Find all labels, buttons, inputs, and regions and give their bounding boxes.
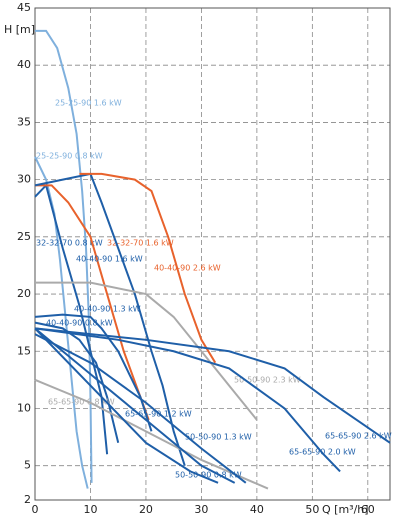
x-tick-label: 20 xyxy=(139,503,153,516)
x-tick-label: 30 xyxy=(194,503,208,516)
y-tick-label: 20 xyxy=(17,287,31,300)
pump-curve xyxy=(34,333,247,484)
curve-label: 32-32-70 0.8 kW xyxy=(36,239,103,248)
pump-curve xyxy=(34,313,153,432)
pump-curve xyxy=(34,327,236,484)
curve-label: 25-25-90 0.8 kW xyxy=(36,152,103,161)
curve-label: 40-40-90 0.8 kW xyxy=(46,319,113,328)
curve-label: 25-25-90 1.6 kW xyxy=(55,99,122,108)
curve-label: 65-65-90 2.0 kW xyxy=(289,448,356,457)
y-tick-label: 45 xyxy=(17,1,31,14)
y-axis-label: H [m] xyxy=(4,23,35,36)
y-tick-label: 2 xyxy=(24,493,31,506)
curve-label: 40-40-90 1.6 kW xyxy=(76,255,143,264)
x-tick-label: 0 xyxy=(32,503,39,516)
y-tick-label: 40 xyxy=(17,58,31,71)
y-tick-label: 10 xyxy=(17,401,31,414)
curve-label: 32-32-70 1.6 kW xyxy=(107,239,174,248)
pump-curve xyxy=(34,327,219,484)
pump-curve xyxy=(35,281,258,421)
curve-label: 65-65-90 0.8 kW xyxy=(48,398,115,407)
curve-label: 50-50-90 1.3 kW xyxy=(185,433,252,442)
pump-curve xyxy=(34,327,391,444)
curve-label: 50-50-90 0.8 kW xyxy=(175,471,242,480)
plot-frame xyxy=(34,7,391,501)
curve-label: 65-65-90 2.6 kW xyxy=(325,432,392,441)
curve-label: 50-50-90 2.3 kW xyxy=(234,376,301,385)
pump-curve xyxy=(79,172,217,364)
x-tick-label: 10 xyxy=(83,503,97,516)
pump-curve xyxy=(34,327,341,473)
y-tick-label: 25 xyxy=(17,230,31,243)
x-axis-label: Q [m³/h] xyxy=(322,503,369,516)
y-tick-label: 5 xyxy=(24,459,31,472)
curve-label: 65-65-90 1.2 kW xyxy=(125,410,192,419)
pump-curve xyxy=(34,378,269,490)
pump-curve xyxy=(34,156,89,489)
curve-label: 40-40-90 1.3 kW xyxy=(74,305,141,314)
pump-curve xyxy=(35,184,150,421)
curve-label: 40-40-90 2.6 kW xyxy=(154,264,221,273)
x-tick-label: 60 xyxy=(361,503,375,516)
pump-curve xyxy=(35,29,93,483)
x-tick-label: 40 xyxy=(250,503,264,516)
x-tick-label: 50 xyxy=(305,503,319,516)
pump-curve xyxy=(34,172,186,466)
y-tick-label: 15 xyxy=(17,344,31,357)
y-tick-label: 30 xyxy=(17,173,31,186)
y-tick-label: 35 xyxy=(17,115,31,128)
